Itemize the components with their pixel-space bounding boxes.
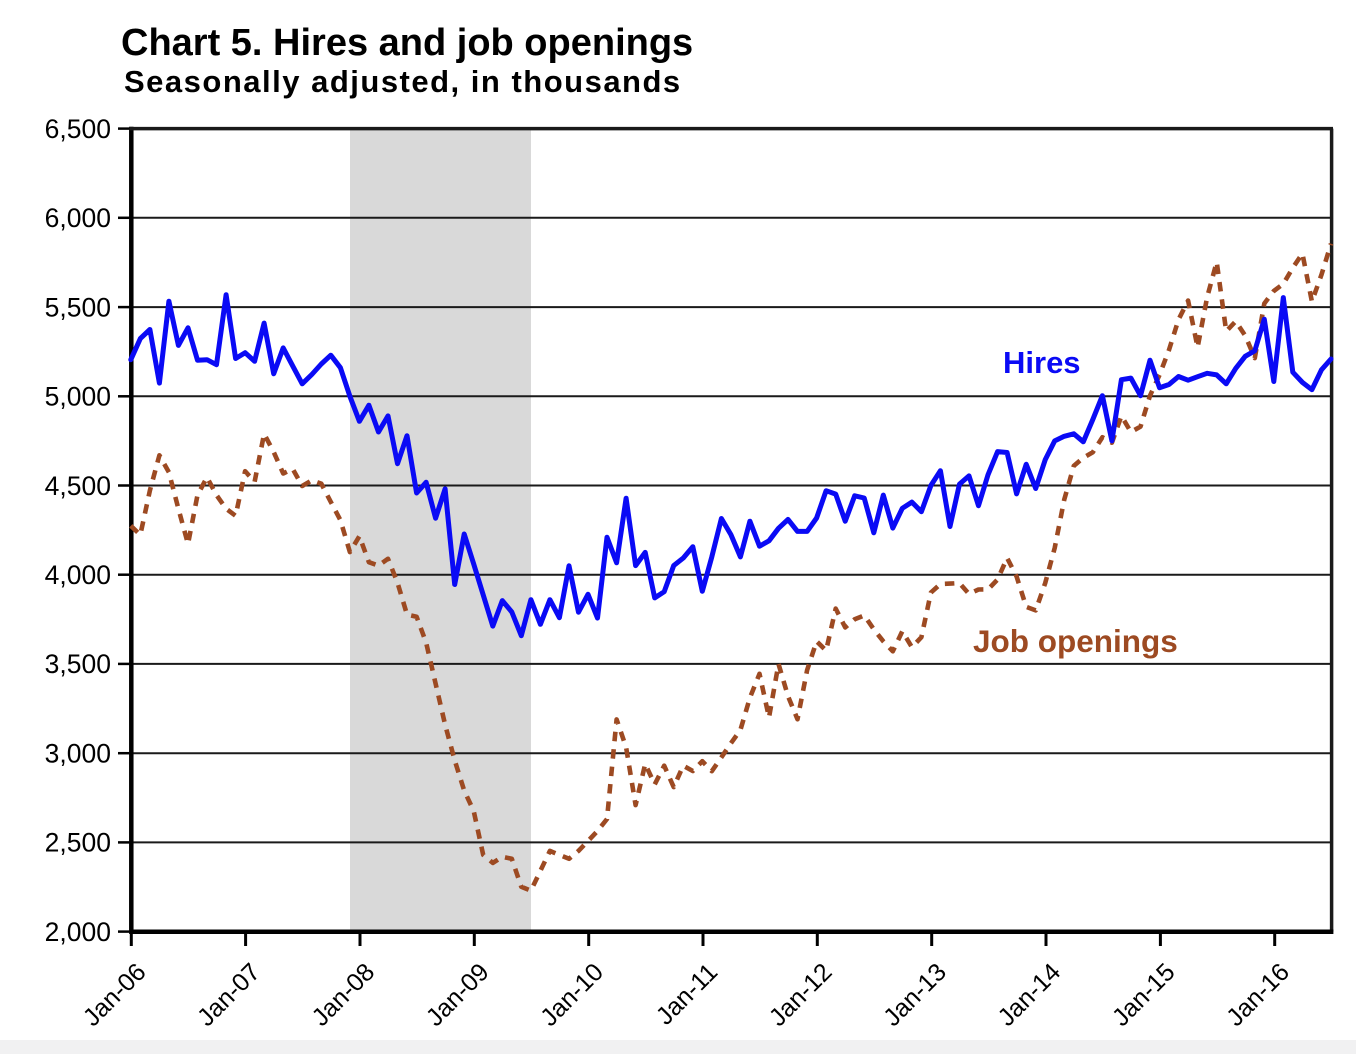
- svg-text:3,500: 3,500: [45, 649, 111, 679]
- svg-text:2,000: 2,000: [45, 917, 111, 947]
- svg-text:2,500: 2,500: [45, 828, 111, 858]
- svg-text:Seasonally adjusted, in thousa: Seasonally adjusted, in thousands: [124, 64, 682, 99]
- svg-text:Job openings: Job openings: [973, 623, 1178, 659]
- svg-text:6,000: 6,000: [45, 203, 111, 233]
- svg-text:6,500: 6,500: [45, 114, 111, 144]
- svg-text:5,500: 5,500: [45, 292, 111, 322]
- svg-text:5,000: 5,000: [45, 382, 111, 412]
- svg-text:Hires: Hires: [1003, 345, 1081, 380]
- svg-text:4,500: 4,500: [45, 471, 111, 501]
- svg-text:3,000: 3,000: [45, 739, 111, 769]
- svg-text:Chart 5. Hires and job opening: Chart 5. Hires and job openings: [121, 22, 693, 64]
- svg-text:4,000: 4,000: [45, 560, 111, 590]
